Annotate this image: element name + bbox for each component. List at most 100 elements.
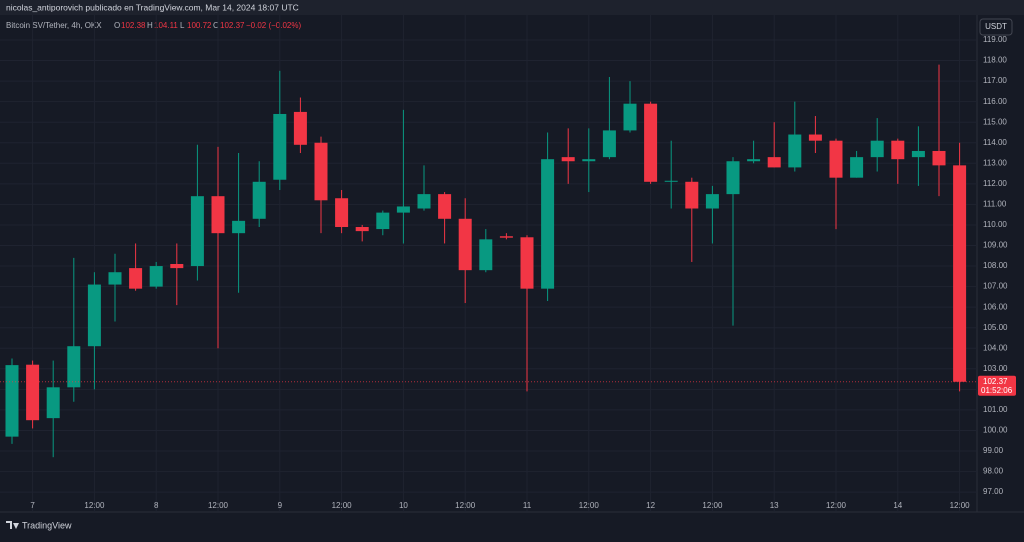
x-tick-label: 12:00 — [826, 501, 847, 510]
candle-body — [932, 150, 946, 166]
candle-body — [252, 181, 266, 219]
candle-body — [232, 220, 246, 234]
y-tick-label: 112.00 — [983, 179, 1007, 188]
y-tick-label: 97.00 — [983, 487, 1004, 496]
x-tick-label: 11 — [523, 501, 532, 510]
candle-body — [541, 159, 555, 289]
candle-body — [355, 227, 369, 232]
countdown-label: 01:52:06 — [981, 386, 1013, 395]
x-tick-label: 12:00 — [702, 501, 723, 510]
y-tick-label: 116.00 — [983, 97, 1007, 106]
brand-logo — [6, 521, 19, 529]
y-tick-label: 107.00 — [983, 282, 1008, 291]
candle-body — [376, 212, 390, 230]
legend-title: Bitcoin SV/Tether, 4h, OKX — [6, 21, 102, 30]
y-tick-label: 110.00 — [983, 220, 1007, 229]
candle-body — [314, 142, 328, 201]
legend-value: 102.38 — [121, 21, 146, 30]
header-title: nicolas_antiporovich publicado en Tradin… — [6, 2, 299, 12]
candle-body — [623, 103, 637, 131]
candle-body — [953, 165, 967, 382]
candle-body — [767, 157, 781, 168]
header-bar — [0, 0, 1024, 15]
candle-body — [891, 140, 905, 160]
candle-body — [870, 140, 884, 158]
y-tick-label: 101.00 — [983, 405, 1008, 414]
candle-body — [829, 140, 843, 178]
last-price-box — [978, 375, 1016, 396]
y-tick-label: 115.00 — [983, 117, 1007, 126]
y-tick-label: 117.00 — [983, 76, 1007, 85]
candle-body — [46, 387, 60, 419]
brand-name: TradingView — [22, 520, 72, 530]
x-tick-label: 12:00 — [84, 501, 105, 510]
legend-value: 104.11 — [154, 21, 178, 30]
legend-change: −0.02 (−0.02%) — [246, 21, 301, 30]
y-tick-label: 105.00 — [983, 323, 1008, 332]
candle-body — [520, 237, 534, 289]
candle-body — [396, 206, 410, 213]
x-tick-label: 12:00 — [455, 501, 476, 510]
y-tick-label: 119.00 — [983, 35, 1007, 44]
x-tick-label: 7 — [30, 501, 35, 510]
candle-body — [582, 159, 596, 162]
candle-body — [87, 284, 101, 347]
candle-body — [911, 150, 925, 158]
candle-body — [129, 268, 143, 289]
y-tick-label: 98.00 — [983, 467, 1004, 476]
legend-key: L — [180, 21, 185, 30]
candle-body — [438, 194, 452, 219]
candle-body — [561, 157, 575, 162]
x-tick-label: 12:00 — [208, 501, 229, 510]
candle-body — [149, 266, 163, 287]
legend-key: O — [114, 21, 120, 30]
x-tick-label: 8 — [154, 501, 159, 510]
y-tick-label: 113.00 — [983, 158, 1007, 167]
x-tick-label: 9 — [278, 501, 283, 510]
y-tick-label: 114.00 — [983, 138, 1007, 147]
candle-body — [170, 264, 184, 269]
x-tick-label: 10 — [399, 501, 408, 510]
x-tick-label: 12:00 — [950, 501, 971, 510]
legend-value: 100.72 — [187, 21, 212, 30]
y-tick-label: 109.00 — [983, 241, 1008, 250]
candle-body — [644, 103, 658, 182]
candle-body — [664, 180, 678, 182]
candle-body — [417, 194, 431, 209]
candle-body — [26, 364, 40, 421]
x-tick-label: 12:00 — [332, 501, 353, 510]
y-tick-label: 106.00 — [983, 302, 1008, 311]
legend-key: C — [213, 21, 219, 30]
x-tick-label: 14 — [893, 501, 902, 510]
last-price-label: 102.37 — [983, 377, 1008, 386]
x-tick-label: 12 — [646, 501, 655, 510]
x-tick-label: 12:00 — [579, 501, 600, 510]
currency-button[interactable] — [979, 18, 1013, 36]
y-tick-label: 99.00 — [983, 446, 1004, 455]
candle-body — [273, 113, 287, 180]
currency-label: USDT — [985, 22, 1007, 31]
candle-body — [808, 134, 822, 141]
y-tick-label: 118.00 — [983, 56, 1007, 65]
y-tick-label: 111.00 — [983, 200, 1007, 209]
candle-body — [850, 157, 864, 178]
candle-body — [67, 346, 81, 388]
legend-values: O 102.38 H 104.11 L 100.72 C 102.37 −0.02 (−0.02… — [114, 21, 301, 30]
x-tick-label: 13 — [770, 501, 779, 510]
legend-key: H — [147, 21, 153, 30]
candle-body — [685, 181, 699, 209]
candle-body — [5, 365, 19, 437]
candle-body — [747, 159, 761, 162]
y-tick-label: 100.00 — [983, 426, 1008, 435]
legend-value: 102.37 — [220, 21, 245, 30]
y-tick-label: 108.00 — [983, 261, 1008, 270]
y-tick-label: 104.00 — [983, 343, 1008, 352]
candle-body — [499, 236, 513, 238]
candle-body — [211, 196, 225, 234]
candle-body — [726, 161, 740, 195]
candle-body — [479, 239, 493, 271]
y-tick-label: 103.00 — [983, 364, 1008, 373]
